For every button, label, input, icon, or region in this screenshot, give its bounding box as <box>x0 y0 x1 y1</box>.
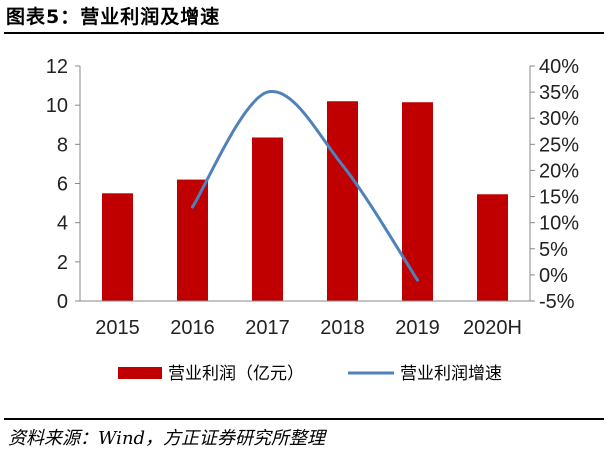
legend: 营业利润（亿元） 营业利润增速 <box>118 364 502 384</box>
right-tick-label: 40% <box>539 56 579 78</box>
left-tick-label: 8 <box>57 134 68 156</box>
source-note: 资料来源：Wind，方正证券研究所整理 <box>8 428 326 449</box>
right-tick-label: -5% <box>539 291 575 313</box>
x-tick-label: 2016 <box>170 317 215 339</box>
left-tick-label: 4 <box>57 213 68 235</box>
figure-caption: 图表5：营业利润及增速 <box>6 6 221 28</box>
legend-bar-swatch <box>118 367 162 379</box>
left-tick-label: 6 <box>57 174 68 196</box>
source-rule <box>4 418 604 420</box>
right-tick-label: 10% <box>539 213 579 235</box>
x-tick-label: 2015 <box>95 317 140 339</box>
legend-line-label: 营业利润增速 <box>400 364 502 384</box>
bar-2017 <box>252 137 283 301</box>
right-tick-label: 35% <box>539 82 579 104</box>
right-tick-label: 25% <box>539 134 579 156</box>
x-tick-label: 2019 <box>395 317 440 339</box>
bar-2019 <box>402 102 433 302</box>
left-tick-label: 2 <box>57 252 68 274</box>
x-tick-label: 2017 <box>245 317 290 339</box>
left-tick-label: 0 <box>57 291 68 313</box>
right-axis: -5% 0% 5% 10% 15% 20% 25% 30% 35% 40% <box>529 56 579 313</box>
bar-series <box>102 101 508 302</box>
right-tick-label: 30% <box>539 108 579 130</box>
bar-2018 <box>327 101 358 301</box>
bar-2020H <box>477 194 508 301</box>
bar-2016 <box>177 179 208 301</box>
caption-rule <box>4 32 604 34</box>
right-tick-label: 20% <box>539 160 579 182</box>
right-tick-label: 15% <box>539 187 579 209</box>
right-tick-label: 0% <box>539 265 568 287</box>
x-tick-label: 2018 <box>320 317 365 339</box>
bar-2015 <box>102 193 133 301</box>
left-axis: 0 2 4 6 8 10 12 <box>46 56 81 313</box>
x-axis: 2015 2016 2017 2018 2019 2020H <box>80 300 530 339</box>
left-tick-label: 10 <box>46 95 68 117</box>
growth-line <box>191 90 419 282</box>
left-tick-label: 12 <box>46 56 68 78</box>
x-tick-label: 2020H <box>463 317 522 339</box>
right-tick-label: 5% <box>539 239 568 261</box>
legend-bar-label: 营业利润（亿元） <box>168 364 304 384</box>
line-series <box>191 90 419 282</box>
